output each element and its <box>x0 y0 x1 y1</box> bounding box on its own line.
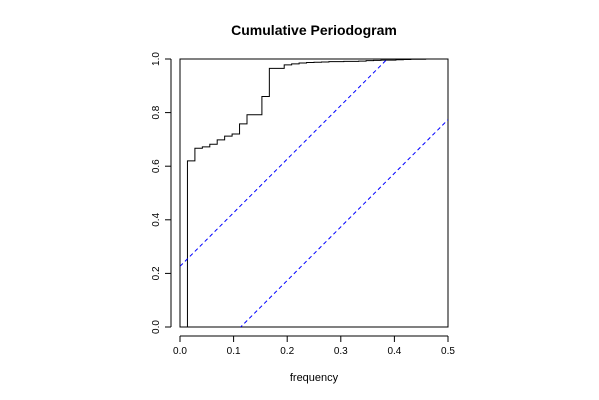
y-tick-label: 0.0 <box>151 320 162 334</box>
x-tick-label: 0.2 <box>280 346 294 357</box>
confidence-band-line-2 <box>239 119 448 327</box>
x-tick-label: 0.5 <box>441 346 455 357</box>
x-tick-label: 0.3 <box>334 346 348 357</box>
x-tick-label: 0.0 <box>173 346 187 357</box>
x-tick-label: 0.4 <box>387 346 401 357</box>
y-tick-label: 0.6 <box>151 159 162 173</box>
y-tick-label: 0.2 <box>151 266 162 280</box>
x-axis-label: frequency <box>290 372 339 384</box>
y-tick-label: 1.0 <box>151 52 162 66</box>
y-tick-label: 0.8 <box>151 105 162 119</box>
chart-title: Cumulative Periodogram <box>231 22 397 38</box>
plot-area: 0.0 0.1 0.2 0.3 0.4 0.5 0.0 0.2 0.4 0.6 0.8 1.0 <box>151 52 455 357</box>
x-tick-label: 0.1 <box>227 346 241 357</box>
plot-frame <box>179 58 449 328</box>
confidence-band-line-1 <box>180 59 389 267</box>
cumulative-periodogram-line <box>186 59 448 327</box>
y-tick-label: 0.4 <box>151 212 162 226</box>
